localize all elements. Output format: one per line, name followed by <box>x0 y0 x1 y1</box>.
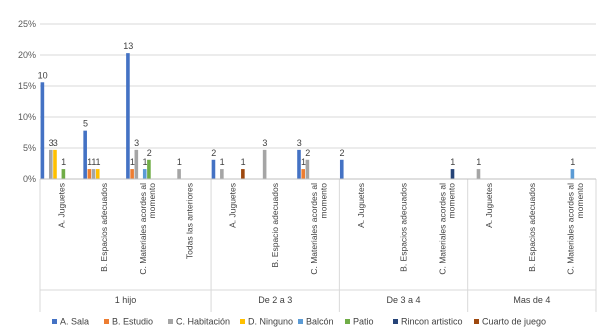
data-label: 3 <box>49 138 54 148</box>
data-label: 1 <box>61 157 66 167</box>
data-label: 3 <box>53 138 58 148</box>
category-label: B. Espacios adecuados <box>399 183 409 272</box>
legend-swatch <box>393 319 398 324</box>
bar <box>53 149 57 179</box>
y-tick-label: 20% <box>18 50 36 60</box>
legend-label: Rincon artistico <box>401 317 463 327</box>
legend-swatch <box>240 319 245 324</box>
y-tick-label: 15% <box>18 81 36 91</box>
data-label: 1 <box>130 157 135 167</box>
data-label: 1 <box>476 157 481 167</box>
data-label: 1 <box>91 157 96 167</box>
bar <box>220 169 224 179</box>
data-label: 1 <box>570 157 575 167</box>
legend-swatch <box>104 319 109 324</box>
bar <box>40 82 45 179</box>
group-label: Mas de 4 <box>513 295 550 305</box>
category-label: A. Juguetes <box>56 183 66 228</box>
category-label: B. Espacios adecuados <box>527 183 537 272</box>
bar <box>134 149 139 179</box>
data-label: 3 <box>134 138 139 148</box>
legend-label: D. Ninguno <box>248 317 293 327</box>
bar <box>339 159 344 179</box>
bar <box>305 159 310 179</box>
data-label: 2 <box>305 148 310 158</box>
legend-swatch <box>168 319 173 324</box>
group-label: De 2 a 3 <box>258 295 292 305</box>
category-label: C. Materiales acordes almomento <box>309 183 328 275</box>
category-label: B. Espacios adecuados <box>99 183 109 272</box>
bar <box>211 159 216 179</box>
data-label: 1 <box>301 157 306 167</box>
bar <box>95 169 100 179</box>
category-label: C. Materiales acordes almomento <box>437 183 456 275</box>
bar <box>126 53 130 179</box>
group-label: De 3 a 4 <box>387 295 421 305</box>
y-tick-label: 5% <box>23 143 36 153</box>
category-label: C. Materiales acordes almomento <box>566 183 585 275</box>
bar <box>147 159 151 179</box>
data-label: 3 <box>297 138 302 148</box>
legend-label: Balcón <box>306 317 334 327</box>
bar <box>450 169 455 179</box>
bar <box>301 169 305 179</box>
category-label: Todas las anteriores <box>185 183 195 259</box>
legend-label: C. Habitación <box>176 317 230 327</box>
data-label: 3 <box>262 138 267 148</box>
data-label: 1 <box>177 157 182 167</box>
legend-label: Cuarto de juego <box>482 317 546 327</box>
data-label: 5 <box>83 119 88 129</box>
bar <box>48 149 53 179</box>
legend-label: B. Estudio <box>112 317 153 327</box>
legend-swatch <box>474 319 479 324</box>
data-label: 1 <box>143 157 148 167</box>
bar <box>262 149 267 179</box>
y-tick-label: 25% <box>18 19 36 29</box>
data-label: 2 <box>147 148 152 158</box>
data-label: 2 <box>340 148 345 158</box>
data-label: 1 <box>96 157 101 167</box>
y-tick-label: 0% <box>23 174 36 184</box>
legend-swatch <box>345 319 350 324</box>
bar <box>476 169 481 179</box>
bar <box>61 169 66 179</box>
legend-swatch <box>52 319 57 324</box>
bar <box>297 149 301 179</box>
bar <box>142 169 147 179</box>
bar <box>83 130 87 179</box>
data-label: 1 <box>220 157 225 167</box>
category-label: A. Juguetes <box>227 183 237 228</box>
bar <box>570 169 575 179</box>
bar <box>87 169 92 179</box>
bar <box>130 169 134 179</box>
data-label: 13 <box>123 41 133 51</box>
bar <box>241 169 245 179</box>
category-label: B. Espacio adecuados <box>270 183 280 268</box>
bar <box>91 169 96 179</box>
data-label: 2 <box>211 148 216 158</box>
legend-swatch <box>298 319 303 324</box>
category-label: C. Materiales acordes almomento <box>138 183 157 275</box>
legend-label: Patio <box>353 317 374 327</box>
data-label: 1 <box>241 157 246 167</box>
bar <box>177 169 181 179</box>
data-label: 10 <box>38 70 48 80</box>
y-tick-label: 10% <box>18 112 36 122</box>
category-label: A. Juguetes <box>484 183 494 228</box>
group-label: 1 hijo <box>115 295 137 305</box>
legend-label: A. Sala <box>60 317 89 327</box>
data-label: 1 <box>450 157 455 167</box>
data-label: 1 <box>87 157 92 167</box>
category-label: A. Juguetes <box>356 183 366 228</box>
